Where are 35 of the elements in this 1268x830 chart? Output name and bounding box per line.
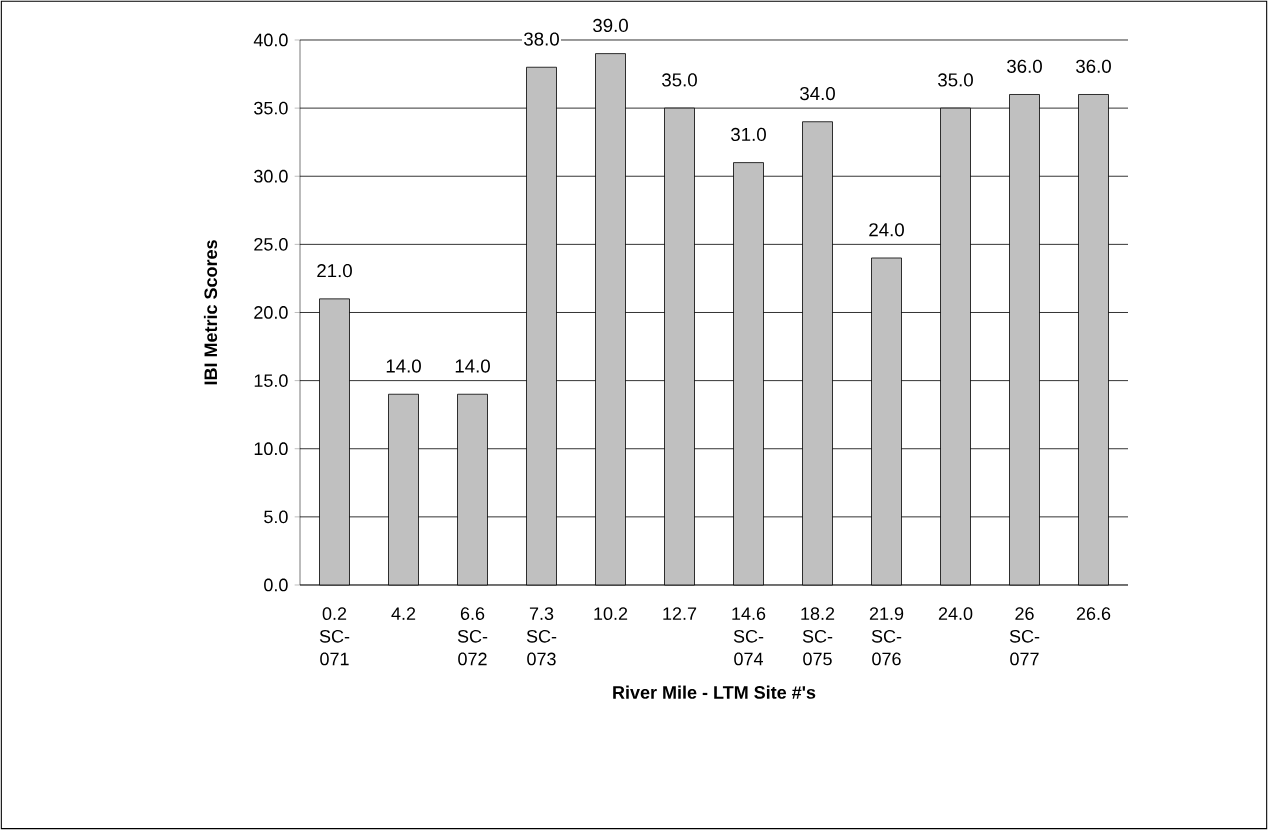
- data-label: 21.0: [317, 264, 352, 278]
- data-label: 24.0: [869, 223, 904, 237]
- x-tick-label: 7.3 SC-073: [526, 607, 557, 666]
- y-tick-label: 0.0: [264, 578, 288, 592]
- y-tick-label: 10.0: [254, 442, 288, 456]
- x-tick-label: 4.2: [391, 607, 416, 620]
- y-tick-label: 5.0: [264, 510, 288, 524]
- data-label: 14.0: [386, 359, 421, 373]
- y-axis-title: IBI Metric Scores: [203, 240, 218, 385]
- x-tick-label: 6.6 SC-072: [457, 607, 488, 666]
- y-tick-label: 25.0: [254, 237, 288, 251]
- y-tick-label: 30.0: [254, 169, 288, 183]
- x-axis-title: River Mile - LTM Site #'s: [613, 685, 816, 699]
- data-label: 31.0: [731, 127, 766, 142]
- data-label: 39.0: [593, 18, 628, 33]
- data-label: 34.0: [800, 86, 835, 101]
- x-tick-label: 14.6 SC-074: [732, 607, 766, 666]
- x-tick-label: 18.2 SC-075: [801, 607, 835, 666]
- x-tick-label: 21.9 SC-076: [869, 607, 904, 666]
- y-tick-label: 35.0: [254, 101, 288, 115]
- y-tick-label: 15.0: [254, 374, 288, 387]
- data-label: 36.0: [1076, 59, 1111, 73]
- x-tick-label: 26 SC-077: [1009, 607, 1040, 666]
- data-label: 14.0: [455, 359, 490, 373]
- data-label: 38.0: [524, 32, 559, 46]
- x-tick-label: 24.0: [938, 607, 973, 620]
- y-tick-label: 20.0: [254, 306, 288, 319]
- data-label: 36.0: [1007, 59, 1042, 73]
- x-tick-label: 26.6: [1076, 607, 1111, 620]
- x-tick-label: 0.2 SC-071: [319, 607, 350, 666]
- x-tick-label: 10.2: [594, 607, 628, 620]
- x-tick-label: 12.7: [663, 607, 697, 620]
- y-tick-label: 40.0: [253, 33, 288, 47]
- data-label: 35.0: [938, 73, 973, 87]
- data-label: 35.0: [662, 73, 697, 87]
